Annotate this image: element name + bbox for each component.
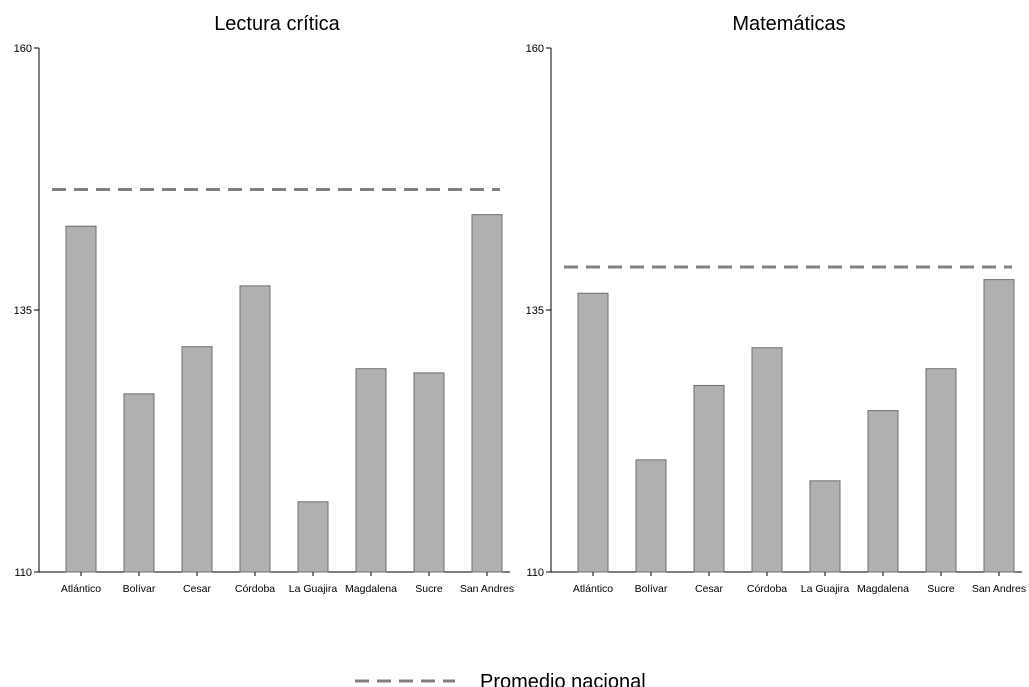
legend: Promedio nacional [355, 671, 646, 687]
x-tick-label: Sucre [927, 583, 955, 595]
bar [751, 347, 783, 573]
x-tick-label: Atlántico [573, 583, 613, 595]
chart-panel: Matemáticas 110 135 160 Atlántico Bolívar Cesa… [526, 13, 1027, 595]
x-tick-label: Córdoba [747, 583, 787, 595]
x-tick-label: Córdoba [235, 583, 275, 595]
x-tick-label: Atlántico [61, 583, 101, 595]
bar [181, 346, 213, 573]
x-tick-label: Bolívar [123, 583, 156, 595]
bar [809, 480, 841, 573]
bar [983, 279, 1015, 573]
bar [239, 285, 271, 573]
bar [925, 368, 957, 573]
y-tick-label: 110 [526, 567, 544, 579]
legend-label: Promedio nacional [480, 671, 646, 687]
y-tick-label: 135 [14, 305, 32, 317]
x-tick-label: La Guajira [801, 583, 850, 595]
x-tick-label: La Guajira [289, 583, 338, 595]
y-tick-label: 160 [14, 43, 32, 55]
chart-title: Matemáticas [732, 13, 845, 35]
bar [65, 225, 97, 573]
bar [471, 214, 503, 573]
x-tick-label: Cesar [695, 583, 724, 595]
bar [355, 368, 387, 573]
bar [123, 393, 155, 573]
chart-panel: Lectura crítica 110 135 160 Atlántico Bolívar… [14, 13, 515, 595]
bar [413, 372, 445, 573]
y-tick-label: 135 [526, 305, 544, 317]
bar [635, 459, 667, 573]
chart-title: Lectura crítica [214, 13, 340, 35]
bar [297, 501, 329, 573]
x-tick-label: San Andres [972, 583, 1026, 595]
y-tick-label: 160 [526, 43, 544, 55]
x-tick-label: San Andres [460, 583, 514, 595]
x-tick-label: Magdalena [345, 583, 397, 595]
y-tick-label: 110 [14, 567, 32, 579]
bar [693, 384, 725, 573]
x-tick-label: Bolívar [635, 583, 668, 595]
x-tick-label: Sucre [415, 583, 443, 595]
bar [867, 410, 899, 573]
x-tick-label: Magdalena [857, 583, 909, 595]
bar [577, 292, 609, 573]
x-tick-label: Cesar [183, 583, 212, 595]
